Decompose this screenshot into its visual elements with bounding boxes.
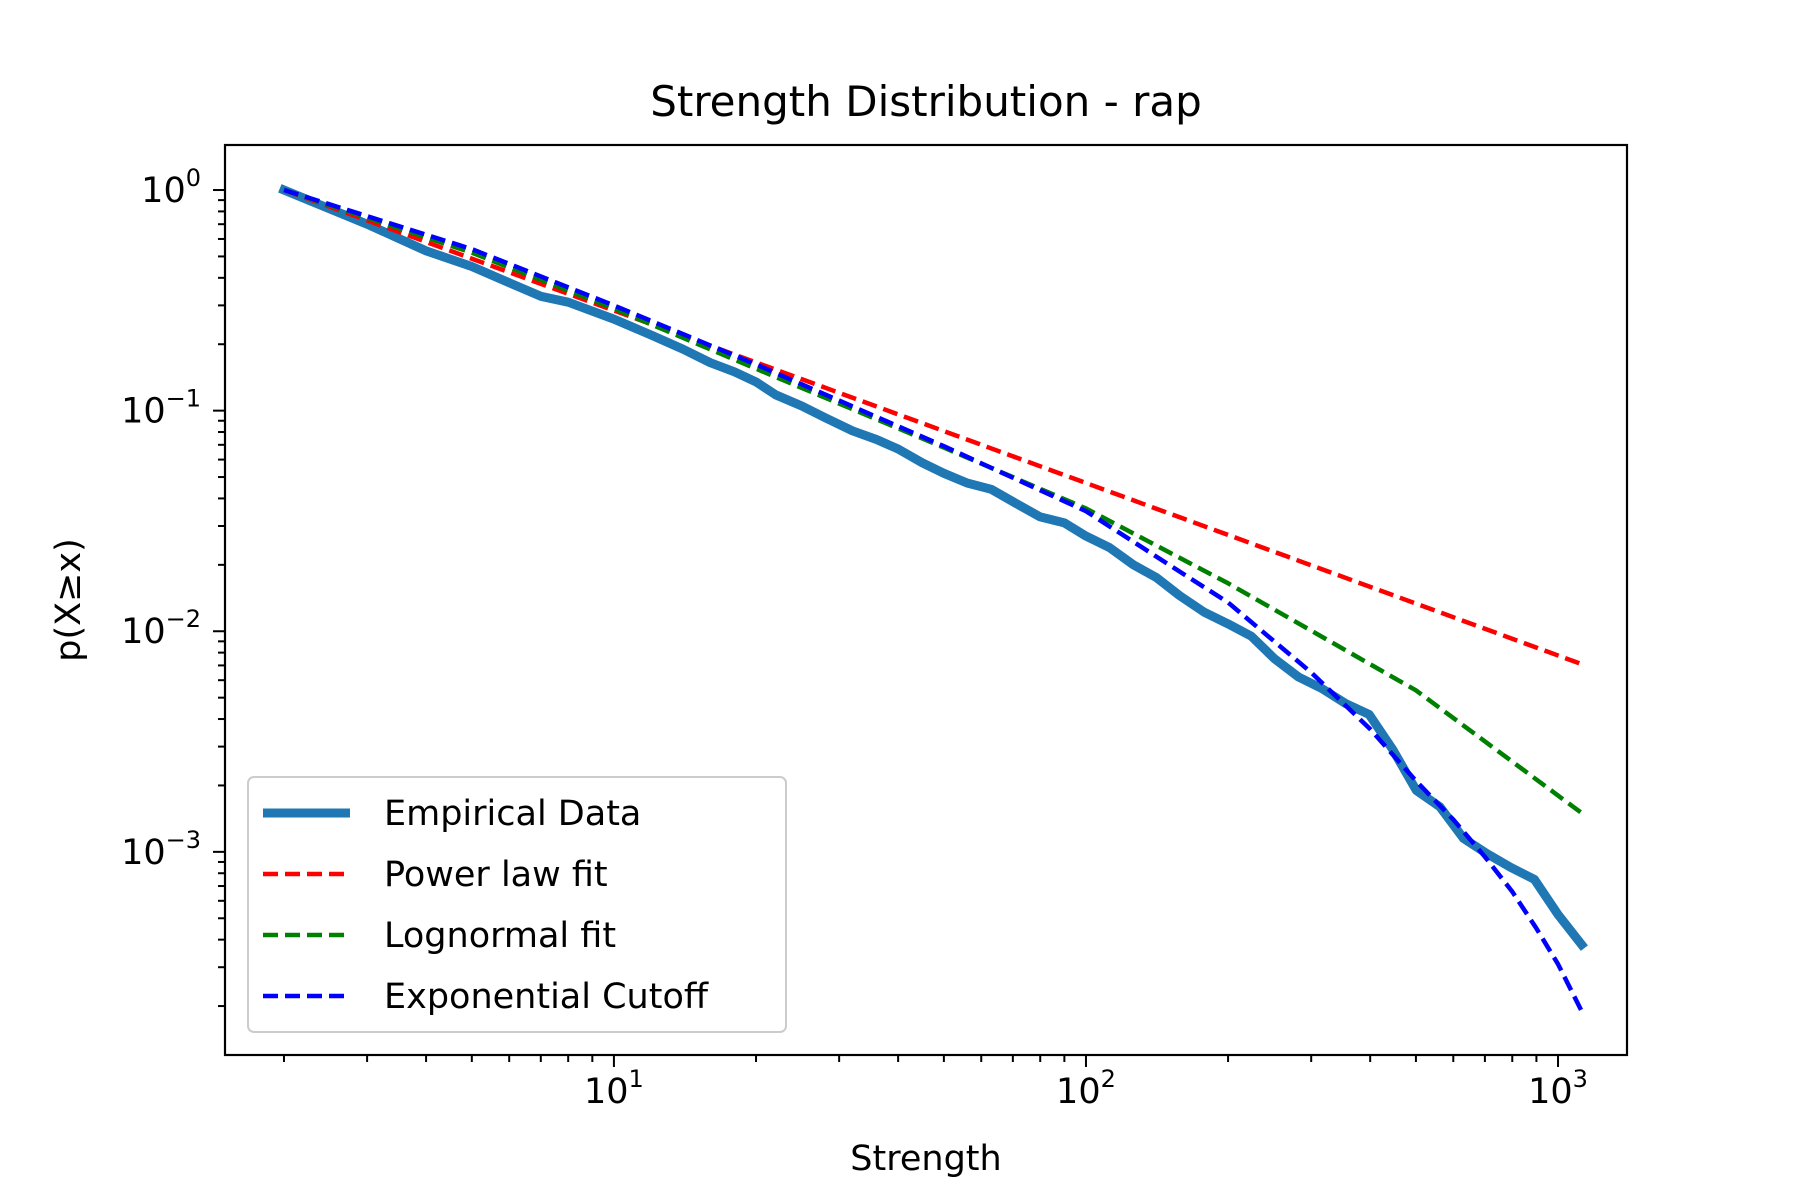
x-tick-label: 102 [1056, 1065, 1116, 1112]
series-layer [278, 184, 1588, 1013]
x-tick-label: 101 [584, 1065, 644, 1112]
x-tick-label: 103 [1528, 1065, 1588, 1112]
y-tick-label: 10−1 [121, 385, 201, 432]
y-ticks: 100 10−1 10−2 10−3 [121, 164, 225, 1008]
legend-label-power-law-fit: Power law fit [384, 855, 608, 895]
y-tick-label: 10−3 [121, 826, 201, 873]
series-line-exponential-cutoff [283, 187, 1584, 1013]
x-ticks: 101 102 103 [282, 1055, 1588, 1112]
x-axis-label: Strength [850, 1139, 1001, 1179]
legend-frame [247, 776, 787, 1033]
series-line-power-law-fit [283, 187, 1583, 667]
legend-label-lognormal-fit: Lognormal fit [384, 916, 616, 956]
y-axis-label: p(X≥x) [49, 538, 89, 662]
legend: Empirical Data Power law fit Lognormal fit… [247, 776, 787, 1033]
plot-frame [223, 143, 1629, 1057]
legend-label-exponential-cutoff: Exponential Cutoff [384, 977, 709, 1017]
legend-label-empirical-data: Empirical Data [384, 794, 641, 834]
y-tick-label: 10−2 [121, 605, 201, 652]
chart-title: Strength Distribution - rap [650, 77, 1202, 126]
y-tick-label: 100 [141, 164, 201, 211]
